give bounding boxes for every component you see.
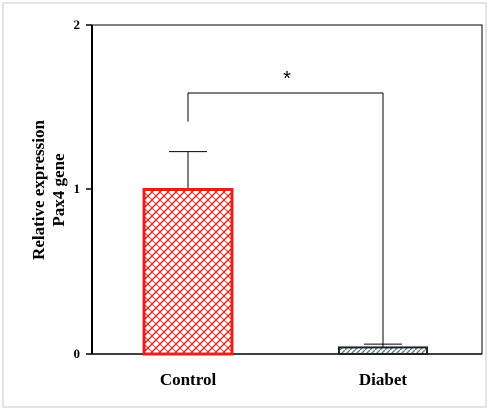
y-tick-label-1: 1	[74, 181, 81, 196]
y-tick-label-2: 2	[74, 17, 81, 32]
y-axis-label-line-1: Relative expression	[29, 119, 48, 259]
y-axis-label-line-2: Pax4 gene	[49, 153, 68, 227]
significance-asterisk: *	[283, 68, 291, 90]
bar-diabet	[338, 346, 428, 356]
category-label-diabet: Diabet	[359, 370, 408, 389]
bar-control	[142, 188, 234, 356]
category-label-control: Control	[160, 370, 217, 389]
bars-layer	[142, 92, 428, 356]
y-tick-label-0: 0	[74, 346, 81, 361]
